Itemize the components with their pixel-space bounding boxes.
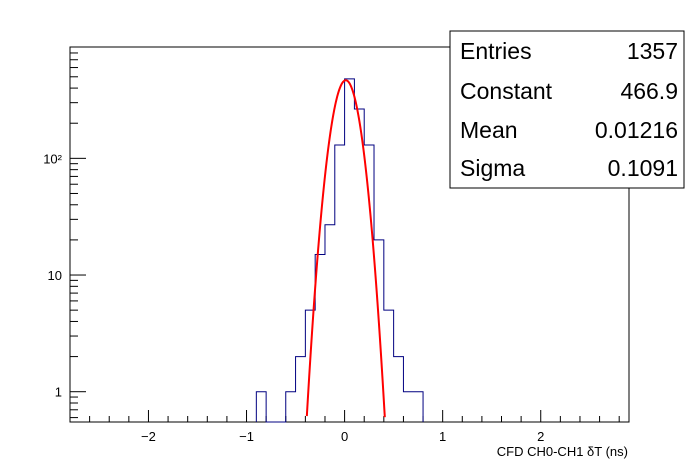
x-axis-title: CFD CH0-CH1 δT (ns) — [497, 444, 628, 459]
x-tick-label: 2 — [537, 429, 544, 444]
gaussian-fit-curve — [305, 79, 386, 418]
x-tick-label: −2 — [141, 429, 156, 444]
histogram-bin — [256, 392, 266, 422]
y-axis: 1 10 10² — [43, 46, 86, 419]
stats-label-constant: Constant — [460, 78, 553, 104]
histogram-bin — [394, 357, 404, 422]
fit-curve-layer — [305, 79, 386, 418]
y-tick-label: 1 — [55, 385, 62, 400]
histogram-bin — [325, 225, 335, 422]
stats-value-constant: 466.9 — [620, 78, 678, 104]
histogram-bin — [384, 310, 394, 422]
histogram-bin — [296, 357, 306, 422]
x-tick-label: 0 — [341, 429, 348, 444]
histogram-outline — [255, 78, 424, 423]
histogram-bin — [364, 145, 374, 422]
stats-box: Entries 1357 Constant 466.9 Mean 0.01216… — [449, 30, 685, 189]
y-tick-label: 10² — [43, 151, 62, 166]
plot-frame — [69, 46, 630, 423]
stats-label-sigma: Sigma — [460, 155, 525, 181]
stats-value-sigma: 0.1091 — [608, 155, 678, 181]
histogram-bin — [345, 79, 355, 422]
histogram-bin — [335, 145, 345, 422]
histogram-bin — [413, 392, 423, 422]
stats-label-entries: Entries — [460, 38, 532, 64]
histogram-bin — [354, 109, 364, 422]
stats-label-mean: Mean — [460, 117, 518, 143]
stats-value-entries: 1357 — [627, 38, 678, 64]
stats-value-mean: 0.01216 — [595, 117, 678, 143]
histogram-bin — [403, 392, 413, 422]
x-tick-label: 1 — [439, 429, 446, 444]
histogram-bin — [286, 392, 296, 422]
y-tick-label: 10 — [48, 268, 62, 283]
x-tick-label: −1 — [239, 429, 254, 444]
histogram — [255, 78, 424, 423]
stats-box-frame — [449, 30, 685, 189]
